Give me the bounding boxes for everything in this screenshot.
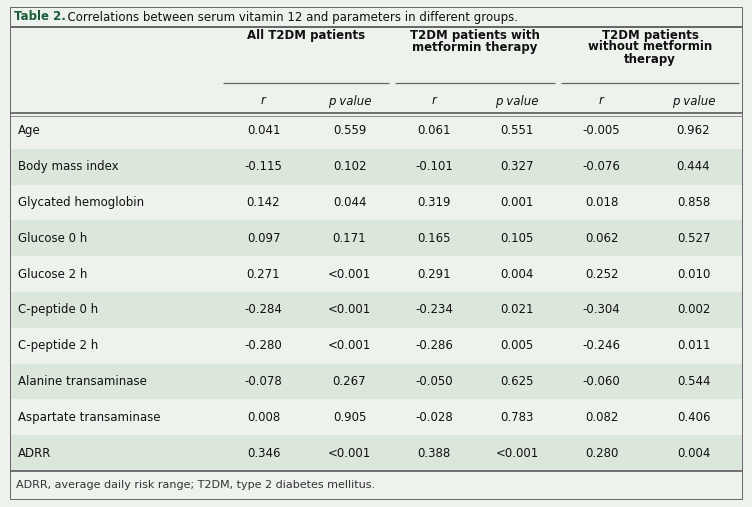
Text: -0.078: -0.078 xyxy=(244,375,282,388)
Text: 0.010: 0.010 xyxy=(677,268,710,280)
Text: 0.008: 0.008 xyxy=(247,411,280,424)
Text: 0.171: 0.171 xyxy=(332,232,366,245)
Text: 0.858: 0.858 xyxy=(677,196,710,209)
Text: 0.388: 0.388 xyxy=(417,447,450,460)
Text: T2DM patients with: T2DM patients with xyxy=(410,28,540,42)
Text: 0.061: 0.061 xyxy=(417,124,450,137)
Text: 0.280: 0.280 xyxy=(585,447,618,460)
Text: 0.142: 0.142 xyxy=(247,196,280,209)
Polygon shape xyxy=(10,400,742,435)
Text: 0.005: 0.005 xyxy=(500,339,534,352)
Text: Glucose 0 h: Glucose 0 h xyxy=(18,232,87,245)
Text: C-peptide 0 h: C-peptide 0 h xyxy=(18,303,98,316)
Text: 0.062: 0.062 xyxy=(585,232,618,245)
Text: 0.021: 0.021 xyxy=(500,303,534,316)
Text: Glycated hemoglobin: Glycated hemoglobin xyxy=(18,196,144,209)
Text: -0.028: -0.028 xyxy=(415,411,453,424)
Text: -0.246: -0.246 xyxy=(583,339,620,352)
Text: <0.001: <0.001 xyxy=(328,339,371,352)
Polygon shape xyxy=(10,328,742,364)
Text: -0.005: -0.005 xyxy=(583,124,620,137)
Text: 0.319: 0.319 xyxy=(417,196,450,209)
Text: <0.001: <0.001 xyxy=(328,303,371,316)
Text: 0.102: 0.102 xyxy=(332,160,366,173)
Text: -0.060: -0.060 xyxy=(583,375,620,388)
Text: Age: Age xyxy=(18,124,41,137)
Text: 0.783: 0.783 xyxy=(500,411,534,424)
Text: 0.082: 0.082 xyxy=(585,411,618,424)
Text: Alanine transaminase: Alanine transaminase xyxy=(18,375,147,388)
Text: 0.444: 0.444 xyxy=(677,160,711,173)
Text: -0.304: -0.304 xyxy=(583,303,620,316)
Text: -0.234: -0.234 xyxy=(415,303,453,316)
Text: <0.001: <0.001 xyxy=(328,268,371,280)
Text: 0.097: 0.097 xyxy=(247,232,280,245)
Text: -0.101: -0.101 xyxy=(415,160,453,173)
Text: 0.527: 0.527 xyxy=(677,232,710,245)
Text: C-peptide 2 h: C-peptide 2 h xyxy=(18,339,99,352)
Text: 0.271: 0.271 xyxy=(247,268,280,280)
Text: Table 2.: Table 2. xyxy=(14,11,66,23)
Text: 0.165: 0.165 xyxy=(417,232,450,245)
Text: 0.044: 0.044 xyxy=(332,196,366,209)
Text: -0.286: -0.286 xyxy=(415,339,453,352)
Text: ADRR, average daily risk range; T2DM, type 2 diabetes mellitus.: ADRR, average daily risk range; T2DM, ty… xyxy=(16,480,375,490)
Text: 0.559: 0.559 xyxy=(333,124,366,137)
Polygon shape xyxy=(10,292,742,328)
Polygon shape xyxy=(10,364,742,400)
Text: 0.406: 0.406 xyxy=(677,411,710,424)
Text: <0.001: <0.001 xyxy=(496,447,538,460)
Text: 0.291: 0.291 xyxy=(417,268,450,280)
Text: 0.004: 0.004 xyxy=(677,447,710,460)
Text: -0.076: -0.076 xyxy=(583,160,620,173)
Text: 0.327: 0.327 xyxy=(500,160,534,173)
Polygon shape xyxy=(10,7,742,499)
Polygon shape xyxy=(10,435,742,471)
Polygon shape xyxy=(10,185,742,221)
Text: metformin therapy: metformin therapy xyxy=(412,41,538,54)
Text: 0.002: 0.002 xyxy=(677,303,710,316)
Text: All T2DM patients: All T2DM patients xyxy=(247,28,365,42)
Text: -0.115: -0.115 xyxy=(244,160,283,173)
Text: r: r xyxy=(261,94,266,107)
Text: 0.905: 0.905 xyxy=(333,411,366,424)
Text: 0.004: 0.004 xyxy=(500,268,534,280)
Text: 0.011: 0.011 xyxy=(677,339,710,352)
Polygon shape xyxy=(10,221,742,256)
Text: r: r xyxy=(599,94,604,107)
Polygon shape xyxy=(10,149,742,185)
Text: 0.551: 0.551 xyxy=(500,124,534,137)
Text: 0.041: 0.041 xyxy=(247,124,280,137)
Text: 0.962: 0.962 xyxy=(677,124,711,137)
Polygon shape xyxy=(10,113,742,149)
Text: -0.280: -0.280 xyxy=(244,339,282,352)
Text: 0.346: 0.346 xyxy=(247,447,280,460)
Polygon shape xyxy=(10,256,742,292)
Text: r: r xyxy=(432,94,436,107)
Text: ADRR: ADRR xyxy=(18,447,51,460)
Text: therapy: therapy xyxy=(624,53,676,65)
Text: 0.105: 0.105 xyxy=(500,232,534,245)
Text: Body mass index: Body mass index xyxy=(18,160,119,173)
Text: 0.544: 0.544 xyxy=(677,375,710,388)
Text: p value: p value xyxy=(496,94,538,107)
Text: 0.001: 0.001 xyxy=(500,196,534,209)
Text: Correlations between serum vitamin 12 and parameters in different groups.: Correlations between serum vitamin 12 an… xyxy=(60,11,518,23)
Text: 0.267: 0.267 xyxy=(332,375,366,388)
Text: 0.018: 0.018 xyxy=(585,196,618,209)
Text: Glucose 2 h: Glucose 2 h xyxy=(18,268,87,280)
Text: -0.284: -0.284 xyxy=(244,303,283,316)
Text: T2DM patients: T2DM patients xyxy=(602,28,699,42)
Text: without metformin: without metformin xyxy=(588,41,712,54)
Text: p value: p value xyxy=(672,94,715,107)
Text: Aspartate transaminase: Aspartate transaminase xyxy=(18,411,160,424)
Text: <0.001: <0.001 xyxy=(328,447,371,460)
Text: 0.625: 0.625 xyxy=(500,375,534,388)
Text: p value: p value xyxy=(328,94,371,107)
Text: 0.252: 0.252 xyxy=(585,268,618,280)
Text: -0.050: -0.050 xyxy=(415,375,453,388)
